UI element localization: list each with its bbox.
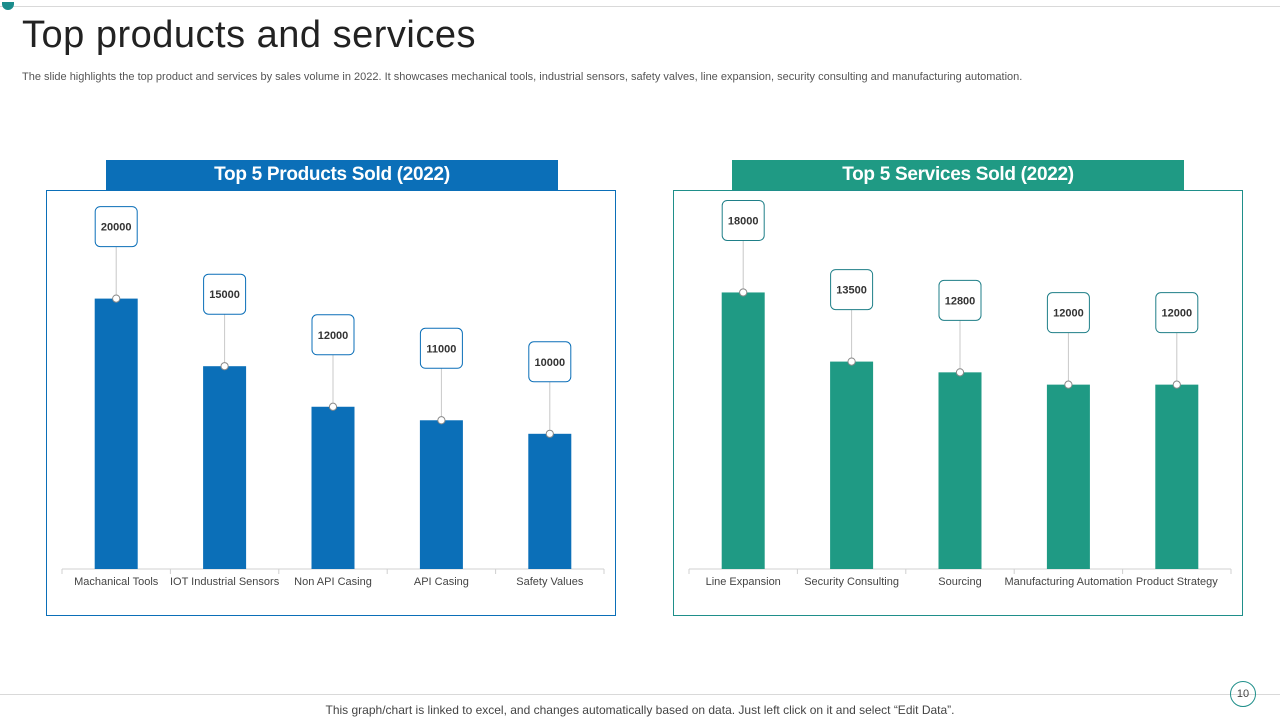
page-number: 10 (1230, 681, 1256, 707)
marker-dot-3 (1064, 380, 1073, 389)
data-label-box-0 (721, 199, 765, 241)
products-chart-title: Top 5 Products Sold (2022) (106, 160, 558, 190)
top-divider (0, 6, 1280, 7)
data-label-0: 20000 (101, 222, 132, 234)
data-label-box-1 (830, 269, 874, 311)
bottom-divider (0, 694, 1280, 695)
bar-2 (938, 372, 982, 569)
data-label-box-4 (528, 341, 572, 383)
category-label-1: Security Consulting (804, 576, 899, 588)
services-bar-chart[interactable]: 18000 Line Expansion 13500 Security Consult… (674, 191, 1242, 615)
data-label-box-3 (419, 327, 463, 369)
marker-dot-4 (1172, 380, 1181, 389)
data-label-4: 10000 (535, 357, 566, 369)
marker-dot-2 (328, 402, 338, 411)
data-label-1: 13500 (836, 285, 867, 297)
category-label-4: Product Strategy (1136, 576, 1218, 588)
data-label-box-3 (1046, 292, 1090, 334)
data-label-box-2 (311, 314, 355, 356)
page-subtitle: The slide highlights the top product and… (22, 71, 1023, 83)
category-label-4: Safety Values (516, 576, 584, 588)
marker-dot-2 (955, 368, 965, 377)
data-label-2: 12800 (945, 295, 976, 307)
services-chart-title: Top 5 Services Sold (2022) (732, 160, 1184, 190)
category-label-2: Sourcing (938, 576, 981, 588)
bar-1 (203, 366, 247, 569)
category-label-0: Line Expansion (706, 576, 781, 588)
data-label-3: 11000 (426, 343, 456, 355)
products-bar-chart[interactable]: 20000 Machanical Tools 15000 IOT Industrial… (47, 191, 615, 615)
bar-0 (94, 298, 138, 569)
footer-note: This graph/chart is linked to excel, and… (325, 703, 955, 717)
data-label-0: 18000 (728, 215, 759, 227)
category-label-1: IOT Industrial Sensors (170, 576, 280, 588)
data-label-box-1 (203, 273, 247, 315)
data-label-2: 12000 (318, 330, 349, 342)
data-label-4: 12000 (1162, 308, 1193, 320)
bar-3 (419, 420, 463, 569)
bar-4 (1155, 384, 1199, 569)
category-label-3: Manufacturing Automation (1004, 576, 1132, 588)
data-label-box-0 (94, 206, 138, 248)
marker-dot-4 (545, 429, 554, 438)
bar-3 (1046, 384, 1090, 569)
data-label-box-4 (1155, 292, 1199, 334)
services-chart-panel[interactable]: 18000 Line Expansion 13500 Security Consult… (673, 190, 1243, 616)
bar-2 (311, 406, 355, 569)
category-label-2: Non API Casing (294, 576, 372, 588)
bar-1 (830, 361, 874, 569)
category-label-3: API Casing (414, 576, 469, 588)
bar-4 (528, 433, 572, 569)
marker-dot-0 (739, 288, 748, 297)
data-label-3: 12000 (1053, 308, 1084, 320)
marker-dot-0 (112, 294, 121, 303)
products-chart-panel[interactable]: 20000 Machanical Tools 15000 IOT Industrial… (46, 190, 616, 616)
marker-dot-1 (847, 357, 856, 366)
page-title: Top products and services (22, 14, 476, 56)
data-label-box-2 (938, 279, 982, 321)
category-label-0: Machanical Tools (74, 576, 159, 588)
corner-accent (2, 2, 14, 10)
marker-dot-1 (220, 362, 229, 371)
bar-0 (721, 292, 765, 569)
marker-dot-3 (437, 416, 446, 425)
data-label-1: 15000 (209, 289, 240, 301)
